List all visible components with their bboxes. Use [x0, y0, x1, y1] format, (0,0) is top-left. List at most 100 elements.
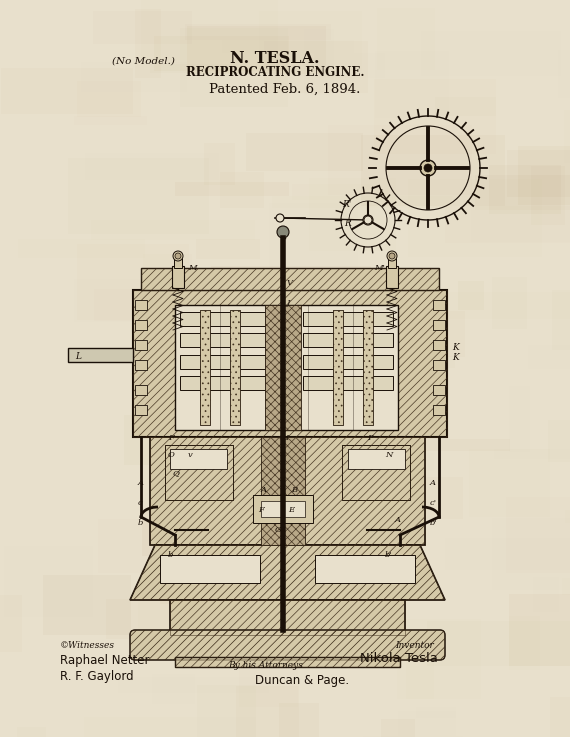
Bar: [435, 97, 496, 116]
Bar: [152, 674, 194, 705]
Bar: [77, 244, 189, 320]
Bar: [171, 371, 289, 427]
Bar: [421, 31, 560, 76]
Bar: [170, 600, 405, 635]
Bar: [135, 340, 147, 350]
Text: Q: Q: [172, 469, 179, 477]
Text: O: O: [168, 451, 175, 459]
Bar: [370, 439, 510, 452]
Bar: [342, 445, 410, 500]
Bar: [363, 310, 373, 425]
Bar: [261, 437, 305, 545]
Text: Duncan & Page.: Duncan & Page.: [255, 674, 349, 687]
Bar: [296, 640, 387, 656]
Bar: [397, 657, 434, 699]
Bar: [314, 385, 409, 412]
Bar: [507, 150, 570, 198]
Bar: [492, 518, 570, 590]
Bar: [74, 279, 169, 322]
Text: (No Model.): (No Model.): [112, 57, 175, 66]
Bar: [314, 53, 385, 78]
Text: L: L: [75, 352, 81, 361]
Bar: [200, 310, 210, 425]
Bar: [315, 555, 415, 583]
Bar: [433, 320, 445, 330]
Bar: [170, 600, 405, 635]
Bar: [309, 178, 396, 251]
Text: A: A: [138, 479, 144, 487]
Bar: [161, 595, 183, 604]
Bar: [175, 657, 400, 667]
Bar: [97, 519, 247, 573]
Bar: [417, 386, 447, 402]
Bar: [174, 258, 182, 268]
Bar: [206, 308, 251, 354]
Bar: [203, 142, 235, 185]
Bar: [185, 24, 331, 40]
Bar: [416, 707, 456, 719]
Bar: [264, 41, 368, 93]
Bar: [174, 335, 291, 360]
Bar: [291, 508, 400, 571]
Bar: [259, 11, 361, 71]
Bar: [241, 419, 311, 484]
Bar: [239, 657, 298, 708]
Bar: [269, 203, 358, 278]
Bar: [175, 305, 398, 430]
Circle shape: [277, 226, 289, 238]
Bar: [458, 281, 484, 310]
Circle shape: [424, 164, 432, 172]
Bar: [381, 719, 414, 737]
Bar: [84, 153, 218, 181]
Text: E: E: [288, 506, 294, 514]
Text: H: H: [281, 434, 288, 442]
Text: R: R: [344, 219, 351, 228]
Bar: [124, 415, 176, 465]
Bar: [265, 305, 301, 430]
Bar: [333, 310, 343, 425]
Text: b: b: [168, 551, 173, 559]
Bar: [230, 310, 240, 425]
Bar: [303, 333, 393, 347]
Text: Raphael Netter: Raphael Netter: [60, 654, 149, 667]
Text: RECIPROCATING ENGINE.: RECIPROCATING ENGINE.: [186, 66, 364, 79]
Circle shape: [389, 253, 395, 259]
Bar: [131, 404, 296, 422]
Bar: [508, 615, 540, 670]
Text: A: A: [261, 486, 267, 494]
Bar: [506, 497, 570, 573]
Bar: [176, 181, 289, 196]
Bar: [18, 239, 145, 258]
Bar: [303, 312, 393, 326]
Bar: [183, 338, 356, 390]
Bar: [272, 270, 425, 333]
Bar: [292, 584, 429, 600]
Bar: [492, 277, 527, 329]
Text: b': b': [430, 519, 438, 527]
Bar: [160, 555, 260, 583]
Bar: [445, 206, 570, 243]
Bar: [75, 116, 147, 125]
Bar: [211, 266, 371, 298]
Bar: [531, 166, 565, 225]
Bar: [94, 289, 265, 321]
Bar: [445, 538, 570, 570]
Bar: [142, 511, 167, 556]
Bar: [175, 657, 400, 667]
Bar: [389, 311, 465, 357]
Bar: [141, 268, 439, 290]
Circle shape: [173, 251, 183, 261]
Text: P: P: [367, 434, 373, 442]
Bar: [236, 686, 299, 737]
Text: F: F: [168, 434, 174, 442]
Circle shape: [387, 251, 397, 261]
Text: A: A: [430, 479, 436, 487]
Bar: [564, 110, 570, 163]
Bar: [150, 64, 235, 73]
Bar: [277, 484, 414, 500]
Bar: [304, 29, 335, 95]
Bar: [253, 495, 313, 523]
Bar: [93, 11, 192, 44]
Bar: [135, 9, 161, 79]
Bar: [342, 445, 410, 500]
